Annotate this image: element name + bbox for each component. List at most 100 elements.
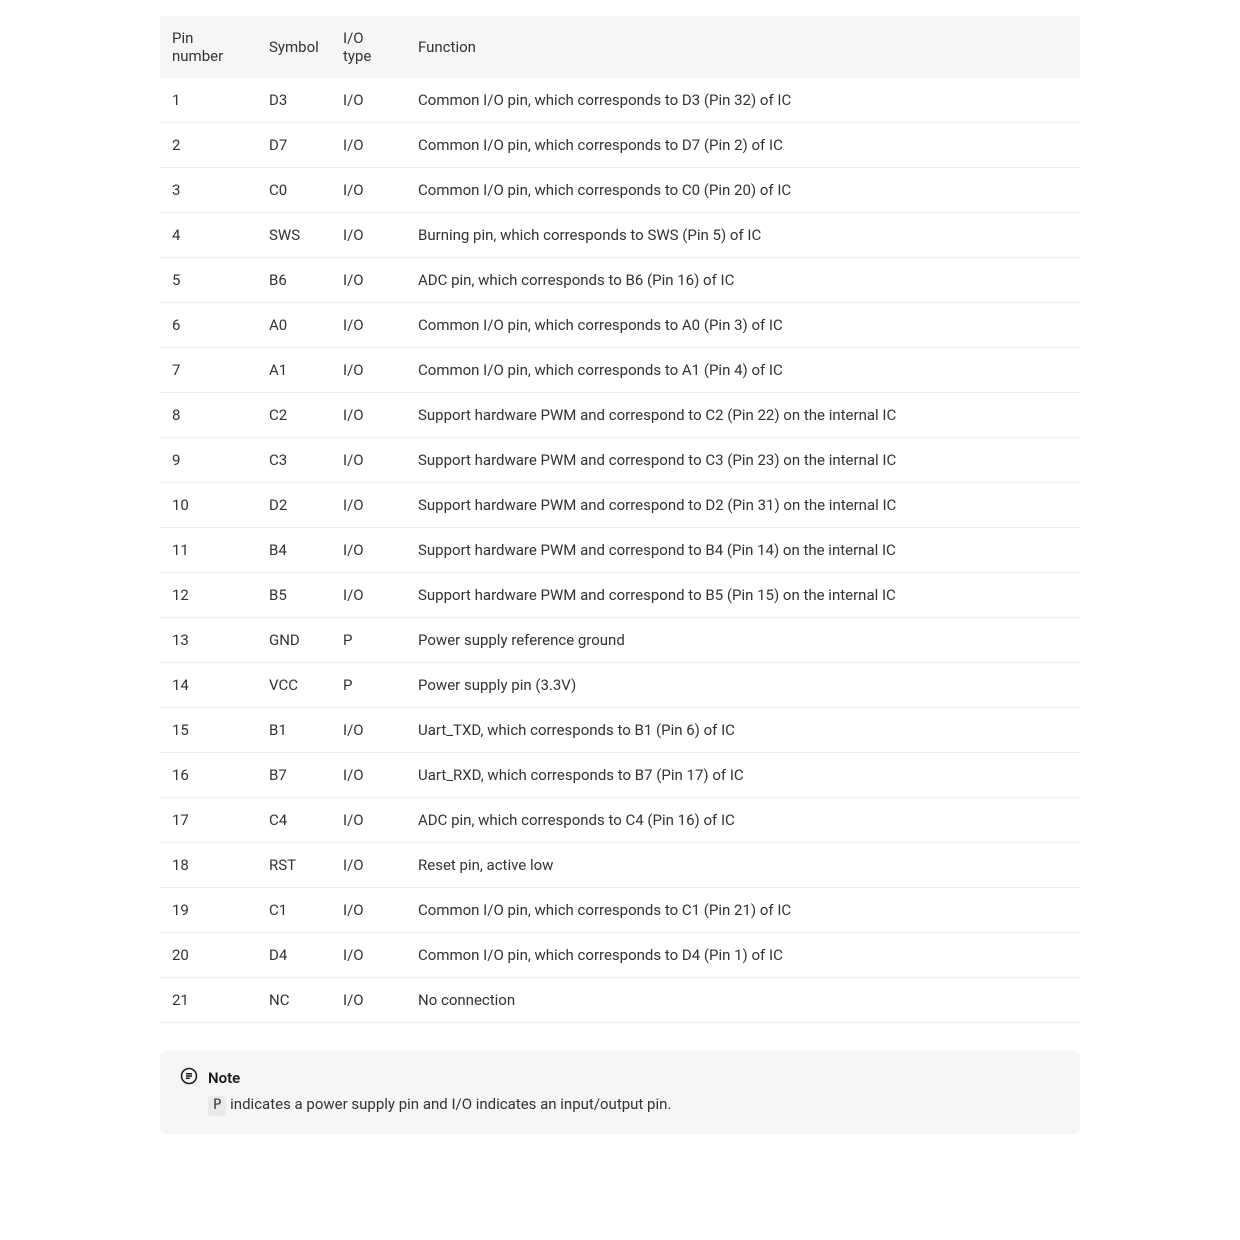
table-cell: I/O (331, 483, 406, 528)
table-cell: 7 (160, 348, 257, 393)
table-cell: I/O (331, 978, 406, 1023)
table-row: 10D2I/OSupport hardware PWM and correspo… (160, 483, 1080, 528)
table-row: 12B5I/OSupport hardware PWM and correspo… (160, 573, 1080, 618)
table-cell: 8 (160, 393, 257, 438)
table-cell: D2 (257, 483, 331, 528)
table-row: 13GNDPPower supply reference ground (160, 618, 1080, 663)
table-row: 1D3I/OCommon I/O pin, which corresponds … (160, 78, 1080, 123)
table-cell: 16 (160, 753, 257, 798)
pin-table: Pin number Symbol I/O type Function 1D3I… (160, 16, 1080, 1023)
table-row: 15B1I/OUart_TXD, which corresponds to B1… (160, 708, 1080, 753)
table-cell: A0 (257, 303, 331, 348)
table-cell: I/O (331, 123, 406, 168)
table-cell: GND (257, 618, 331, 663)
table-cell: B6 (257, 258, 331, 303)
table-cell: C1 (257, 888, 331, 933)
note-icon (180, 1067, 198, 1089)
table-cell: C0 (257, 168, 331, 213)
table-cell: A1 (257, 348, 331, 393)
table-cell: C3 (257, 438, 331, 483)
table-cell: 10 (160, 483, 257, 528)
table-row: 9C3I/OSupport hardware PWM and correspon… (160, 438, 1080, 483)
table-cell: Power supply reference ground (406, 618, 1080, 663)
table-cell: 14 (160, 663, 257, 708)
table-cell: Support hardware PWM and correspond to B… (406, 573, 1080, 618)
note-header: Note (180, 1067, 1060, 1089)
table-row: 14VCCPPower supply pin (3.3V) (160, 663, 1080, 708)
table-row: 2D7I/OCommon I/O pin, which corresponds … (160, 123, 1080, 168)
table-cell: B7 (257, 753, 331, 798)
table-cell: I/O (331, 303, 406, 348)
table-cell: Burning pin, which corresponds to SWS (P… (406, 213, 1080, 258)
table-cell: I/O (331, 708, 406, 753)
table-cell: Uart_TXD, which corresponds to B1 (Pin 6… (406, 708, 1080, 753)
table-cell: I/O (331, 348, 406, 393)
table-cell: D3 (257, 78, 331, 123)
table-cell: Common I/O pin, which corresponds to C0 … (406, 168, 1080, 213)
col-header-symbol: Symbol (257, 16, 331, 78)
table-cell: VCC (257, 663, 331, 708)
table-cell: I/O (331, 258, 406, 303)
table-cell: RST (257, 843, 331, 888)
table-cell: ADC pin, which corresponds to C4 (Pin 16… (406, 798, 1080, 843)
table-cell: I/O (331, 213, 406, 258)
table-cell: I/O (331, 888, 406, 933)
table-cell: Common I/O pin, which corresponds to D4 … (406, 933, 1080, 978)
table-cell: I/O (331, 393, 406, 438)
table-row: 4SWSI/OBurning pin, which corresponds to… (160, 213, 1080, 258)
table-row: 18RSTI/OReset pin, active low (160, 843, 1080, 888)
table-cell: 11 (160, 528, 257, 573)
note-box: Note P indicates a power supply pin and … (160, 1051, 1080, 1134)
table-cell: Support hardware PWM and correspond to C… (406, 438, 1080, 483)
table-cell: 21 (160, 978, 257, 1023)
table-cell: 2 (160, 123, 257, 168)
table-cell: 18 (160, 843, 257, 888)
table-cell: I/O (331, 753, 406, 798)
table-cell: Support hardware PWM and correspond to D… (406, 483, 1080, 528)
table-row: 16B7I/OUart_RXD, which corresponds to B7… (160, 753, 1080, 798)
table-cell: Uart_RXD, which corresponds to B7 (Pin 1… (406, 753, 1080, 798)
table-cell: I/O (331, 168, 406, 213)
table-cell: Common I/O pin, which corresponds to D7 … (406, 123, 1080, 168)
table-cell: Common I/O pin, which corresponds to C1 … (406, 888, 1080, 933)
col-header-func: Function (406, 16, 1080, 78)
table-cell: I/O (331, 573, 406, 618)
table-row: 5B6I/OADC pin, which corresponds to B6 (… (160, 258, 1080, 303)
table-header-row: Pin number Symbol I/O type Function (160, 16, 1080, 78)
table-cell: 20 (160, 933, 257, 978)
table-cell: Support hardware PWM and correspond to B… (406, 528, 1080, 573)
table-cell: I/O (331, 843, 406, 888)
table-cell: I/O (331, 528, 406, 573)
table-cell: P (331, 618, 406, 663)
note-title: Note (208, 1069, 240, 1087)
table-cell: I/O (331, 798, 406, 843)
note-text: indicates a power supply pin and I/O ind… (226, 1095, 671, 1113)
table-row: 19C1I/OCommon I/O pin, which corresponds… (160, 888, 1080, 933)
table-cell: B1 (257, 708, 331, 753)
table-cell: 3 (160, 168, 257, 213)
table-cell: D7 (257, 123, 331, 168)
table-cell: 5 (160, 258, 257, 303)
table-cell: 9 (160, 438, 257, 483)
table-row: 3C0I/OCommon I/O pin, which corresponds … (160, 168, 1080, 213)
table-cell: B5 (257, 573, 331, 618)
table-cell: C4 (257, 798, 331, 843)
table-cell: Common I/O pin, which corresponds to A0 … (406, 303, 1080, 348)
table-cell: B4 (257, 528, 331, 573)
table-row: 6A0I/OCommon I/O pin, which corresponds … (160, 303, 1080, 348)
table-cell: ADC pin, which corresponds to B6 (Pin 16… (406, 258, 1080, 303)
col-header-io: I/O type (331, 16, 406, 78)
table-cell: 13 (160, 618, 257, 663)
table-cell: C2 (257, 393, 331, 438)
table-cell: I/O (331, 78, 406, 123)
table-cell: Power supply pin (3.3V) (406, 663, 1080, 708)
table-cell: 1 (160, 78, 257, 123)
table-cell: D4 (257, 933, 331, 978)
table-cell: NC (257, 978, 331, 1023)
table-cell: Common I/O pin, which corresponds to A1 … (406, 348, 1080, 393)
table-row: 21NCI/ONo connection (160, 978, 1080, 1023)
table-cell: P (331, 663, 406, 708)
table-cell: I/O (331, 933, 406, 978)
table-cell: 4 (160, 213, 257, 258)
note-chip: P (208, 1096, 226, 1116)
